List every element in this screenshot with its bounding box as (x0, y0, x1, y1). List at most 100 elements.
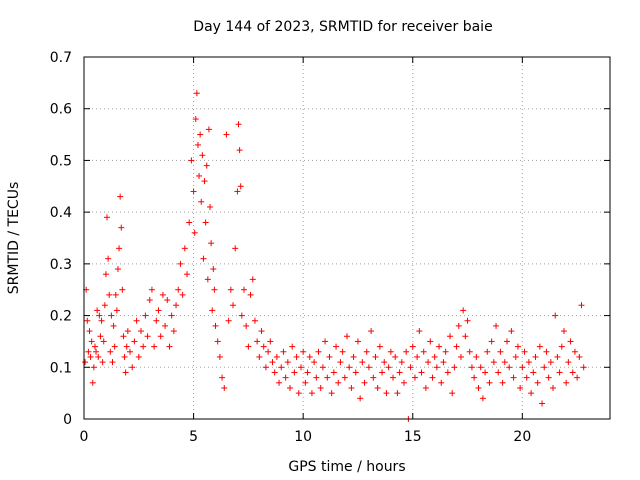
data-point (328, 390, 335, 397)
data-point (368, 328, 375, 335)
data-point (541, 364, 548, 371)
data-point (449, 390, 456, 397)
data-point (525, 359, 532, 366)
data-point (567, 338, 574, 345)
data-point (269, 359, 276, 366)
data-point (530, 369, 537, 376)
data-point (166, 343, 173, 350)
data-point (499, 379, 506, 386)
data-point (102, 271, 109, 278)
data-point (521, 348, 528, 355)
data-point (91, 343, 98, 350)
data-point (200, 255, 207, 262)
data-point (120, 333, 127, 340)
data-point (127, 348, 134, 355)
data-point (221, 384, 228, 391)
data-point (208, 240, 215, 247)
data-point (137, 328, 144, 335)
x-tick-label: 10 (294, 429, 312, 445)
data-point (110, 322, 117, 329)
data-point (512, 353, 519, 360)
data-point (453, 343, 460, 350)
data-point (330, 369, 337, 376)
data-point (254, 338, 261, 345)
data-point (104, 214, 111, 221)
data-point (433, 364, 440, 371)
data-point (427, 338, 434, 345)
data-point (155, 307, 162, 314)
data-point (322, 338, 329, 345)
data-point (198, 198, 205, 205)
data-point (146, 297, 153, 304)
data-point (508, 328, 515, 335)
data-point (212, 322, 219, 329)
data-point (339, 348, 346, 355)
data-point (84, 317, 91, 324)
data-point (262, 364, 269, 371)
data-point (379, 369, 386, 376)
data-point (114, 266, 121, 273)
data-point (352, 369, 359, 376)
data-point (477, 364, 484, 371)
data-point (569, 369, 576, 376)
data-point (407, 364, 414, 371)
data-point (153, 317, 160, 324)
data-point (278, 364, 285, 371)
data-point (374, 384, 381, 391)
data-point (197, 131, 204, 138)
data-point (550, 384, 557, 391)
plot-frame (83, 56, 611, 420)
data-point (554, 353, 561, 360)
data-point (129, 364, 136, 371)
data-point (319, 364, 326, 371)
data-point (471, 374, 478, 381)
x-tick-label: 0 (80, 429, 89, 445)
data-point (202, 219, 209, 226)
data-point (370, 374, 377, 381)
data-point (580, 364, 587, 371)
data-point (490, 359, 497, 366)
data-point (234, 188, 241, 195)
data-point (574, 374, 581, 381)
data-point (486, 379, 493, 386)
data-point (225, 317, 232, 324)
data-point (565, 359, 572, 366)
data-point (335, 379, 342, 386)
data-point (344, 333, 350, 340)
data-point (236, 147, 243, 154)
data-point (438, 379, 445, 386)
data-point (280, 348, 287, 355)
data-point (260, 343, 267, 350)
data-point (223, 131, 230, 138)
data-point (151, 343, 158, 350)
data-point (552, 312, 559, 319)
data-point (468, 364, 475, 371)
data-point (95, 353, 102, 360)
data-point (142, 312, 149, 319)
data-point (205, 126, 212, 133)
data-point (111, 343, 118, 350)
data-point (168, 312, 175, 319)
y-tick-label: 0.2 (50, 309, 72, 325)
data-point (82, 359, 89, 366)
y-tick-label: 0 (63, 412, 72, 428)
data-point (227, 286, 234, 293)
data-point (442, 348, 449, 355)
data-point (96, 312, 103, 319)
data-point (247, 291, 254, 298)
data-point (203, 162, 210, 169)
data-point (177, 260, 184, 267)
data-point (282, 374, 289, 381)
data-point (97, 333, 104, 340)
data-point (414, 353, 421, 360)
data-point (315, 348, 322, 355)
data-point (207, 203, 214, 210)
data-point (300, 348, 307, 355)
data-point (357, 395, 364, 402)
data-point (291, 369, 298, 376)
data-point (287, 384, 294, 391)
data-point (107, 348, 114, 355)
y-tick-label: 0.6 (50, 102, 72, 118)
data-point (113, 307, 120, 314)
data-point (304, 369, 311, 376)
